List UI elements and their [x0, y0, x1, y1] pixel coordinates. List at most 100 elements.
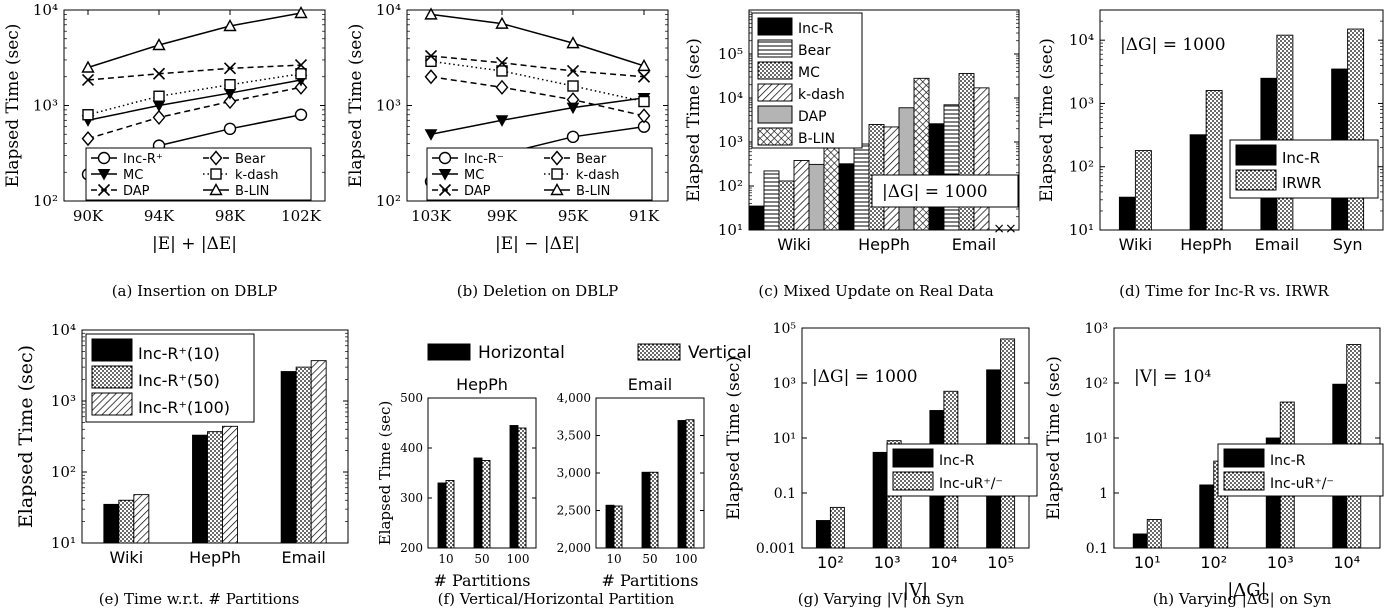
y-tick-label: 10¹ [51, 534, 76, 552]
bar [973, 87, 990, 231]
bar [677, 420, 687, 549]
legend-label: B-LIN [798, 131, 835, 147]
bar [295, 366, 312, 544]
legend-label: Horizontal [478, 343, 565, 363]
y-tick-label: 400 [400, 441, 423, 455]
chart-a: 10² 10³ 10⁴ 90K 94K 98K 102K |E| + |ΔE| Elapsed … [3, 1, 326, 300]
legend-label: Inc-R [1270, 453, 1306, 469]
x-tick-label: Email [281, 548, 325, 567]
y-tick-label: 10² [51, 463, 76, 481]
legend-swatch [1235, 144, 1277, 166]
y-tick-label: 10³ [718, 133, 743, 151]
data-point [638, 95, 650, 108]
bar [1347, 28, 1365, 231]
y-axis-label: Elapsed Time (sec) [1037, 38, 1057, 202]
bar [838, 163, 855, 231]
data-point [425, 55, 437, 68]
y-axis-label: Elapsed Time (sec) [1044, 356, 1064, 520]
y-tick-label: 10³ [773, 376, 796, 392]
y-tick-label: 10³ [1085, 321, 1108, 337]
legend-label: Inc-R⁺(10) [138, 344, 220, 363]
panel-title: Email [628, 375, 672, 394]
bar [685, 419, 695, 549]
legend-label: B-LIN [576, 184, 610, 199]
chart-f: Horizontal Vertical 200 300 400 500 HepPh 10 50 1… [376, 343, 752, 608]
x-tick-label: HepPh [858, 235, 910, 254]
bar [829, 506, 845, 549]
series-line [87, 73, 302, 116]
bar [1000, 338, 1016, 549]
bar [823, 143, 840, 231]
data-point [210, 168, 222, 180]
y-tick-label: 10¹ [1085, 431, 1108, 447]
x-tick-label: 100 [675, 552, 698, 566]
legend-swatch [757, 105, 793, 124]
data-point [223, 62, 237, 75]
legend-label: Bear [798, 43, 831, 59]
data-point [496, 65, 508, 77]
legend-swatch [1223, 471, 1265, 491]
x-tick-label: 10 [438, 552, 453, 566]
data-point [424, 49, 438, 63]
y-tick-label: 10⁵ [718, 45, 743, 63]
data-point [294, 6, 308, 19]
data-point [495, 56, 509, 69]
chart-g: 0.001 0.1 10¹ 10³ 10⁵ 10² 10³ 10⁴ 10⁵ |V| Elapsed … [724, 321, 1038, 608]
data-point [294, 79, 308, 95]
data-point [295, 68, 307, 80]
y-tick-label: 10⁴ [51, 321, 76, 339]
legend-label: Vertical [688, 343, 752, 363]
y-tick-label: 10² [33, 192, 58, 210]
y-tick-label: 2,500 [557, 504, 591, 518]
data-point [550, 183, 564, 196]
bar [1132, 533, 1148, 549]
series-line [430, 13, 645, 67]
bar [509, 425, 519, 549]
y-axis-label: Elapsed Time (sec) [15, 345, 37, 528]
x-tick-label: 95K [558, 207, 589, 225]
data-point [566, 64, 580, 78]
chart-c: 10¹ 10² 10³ 10⁴ 10⁵ Wiki HepPh Email Elapsed Tim… [684, 9, 1020, 300]
legend-label: MC [464, 168, 484, 183]
caption: (e) Time w.r.t. # Partitions [99, 590, 300, 608]
bar [481, 460, 491, 549]
data-point [637, 58, 651, 72]
y-tick-label: 2,000 [557, 541, 591, 555]
data-point [81, 131, 95, 147]
x-axis-label: |V| [903, 580, 928, 601]
legend-label: Inc-R [1282, 149, 1320, 167]
bar [437, 482, 447, 549]
bar [192, 434, 208, 544]
legend-swatch [757, 83, 793, 102]
legend-label: Inc-R [798, 21, 834, 37]
bar [1199, 484, 1215, 549]
panel-title: HepPh [456, 375, 508, 394]
bar [649, 471, 659, 549]
bar [1134, 150, 1152, 231]
y-tick-label: 10⁴ [33, 1, 58, 19]
bar [133, 494, 150, 544]
annotation: |ΔG| = 1000 [882, 182, 988, 202]
caption: (f) Vertical/Horizontal Partition [438, 590, 675, 608]
series-line [430, 60, 645, 103]
bar [815, 520, 831, 549]
data-point [438, 169, 452, 181]
annotation: |ΔG| = 1000 [812, 367, 918, 387]
bar [222, 425, 238, 544]
bar [517, 427, 527, 549]
caption: (h) Varying |ΔG| on Syn [1153, 590, 1332, 608]
legend-swatch [637, 343, 681, 361]
data-point [209, 183, 223, 196]
x-tick-label: 98K [215, 207, 246, 225]
y-tick-label: 300 [400, 491, 423, 505]
bar [605, 504, 615, 549]
data-point [566, 130, 580, 144]
data-point [152, 109, 166, 126]
bar [1189, 134, 1207, 231]
y-tick-label: 10¹ [1069, 221, 1094, 239]
annotation: |V| = 10⁴ [1134, 367, 1211, 387]
data-point [567, 80, 579, 92]
bar [118, 499, 135, 544]
x-tick-label: Wiki [777, 235, 811, 254]
